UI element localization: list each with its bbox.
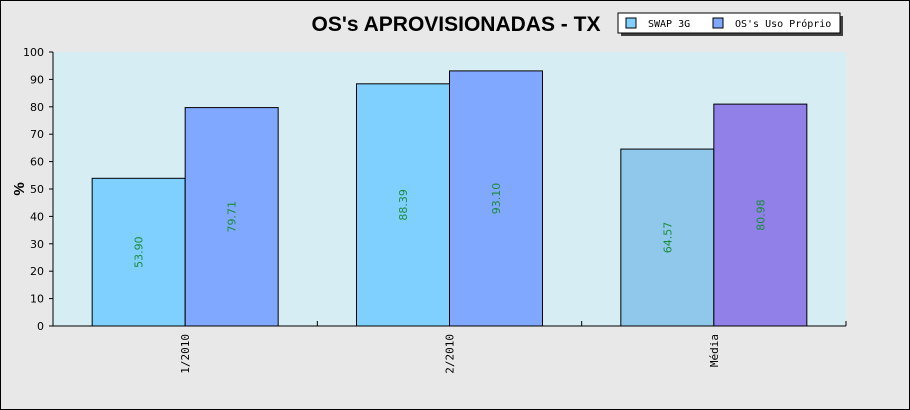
y-tick-label: 100	[23, 46, 44, 59]
data-label: 79.71	[226, 201, 239, 233]
chart-title: OS's APROVISIONADAS - TX	[312, 13, 601, 36]
legend-swatch-swap-3g	[625, 17, 637, 29]
bar-os-uso-proprio-1	[184, 107, 279, 327]
y-tick-label: 70	[30, 128, 44, 141]
y-tick-label: 0	[37, 320, 44, 333]
x-tick-label: 1/2010	[179, 334, 192, 374]
bar-os-uso-proprio-3	[713, 103, 808, 327]
y-tick-label: 90	[30, 73, 44, 86]
bars	[91, 70, 808, 327]
legend-swatch-os-uso-proprio	[712, 17, 724, 29]
x-tick-label: Média	[708, 334, 721, 367]
bar-swap-3g-2	[356, 83, 450, 327]
x-tick-label: 2/2010	[444, 334, 457, 374]
data-label: 88.39	[397, 189, 410, 221]
data-label: 80.98	[754, 199, 767, 231]
data-label: 53.90	[133, 236, 146, 267]
legend-label-os-uso-proprio: OS's Uso Próprio	[735, 18, 831, 30]
x-axis-ticks: 1/2010 2/2010 Média	[52, 321, 847, 374]
legend-box	[617, 12, 841, 34]
y-tick-label: 40	[30, 210, 44, 223]
y-axis-ticks: 0 10 20 30 40 50 60 70 80 90 100	[23, 46, 53, 333]
data-label: 64.57	[661, 222, 674, 254]
legend-label-swap-3g: SWAP 3G	[648, 19, 690, 30]
legend: SWAP 3G OS's Uso Próprio	[617, 12, 843, 36]
data-label: 93.10	[490, 183, 503, 215]
y-tick-label: 10	[30, 293, 44, 306]
y-tick-label: 30	[30, 238, 44, 251]
bar-swap-3g-1	[91, 177, 186, 327]
data-labels: 53.90 79.71 88.39 93.10 64.57 80.98	[133, 183, 768, 268]
y-axis-label: %	[11, 182, 28, 195]
y-tick-label: 60	[30, 156, 44, 169]
y-tick-label: 80	[30, 101, 44, 114]
bar-swap-3g-3	[620, 148, 715, 327]
y-tick-label: 20	[30, 265, 44, 278]
bar-os-uso-proprio-2	[449, 70, 543, 327]
y-tick-label: 50	[30, 183, 44, 196]
